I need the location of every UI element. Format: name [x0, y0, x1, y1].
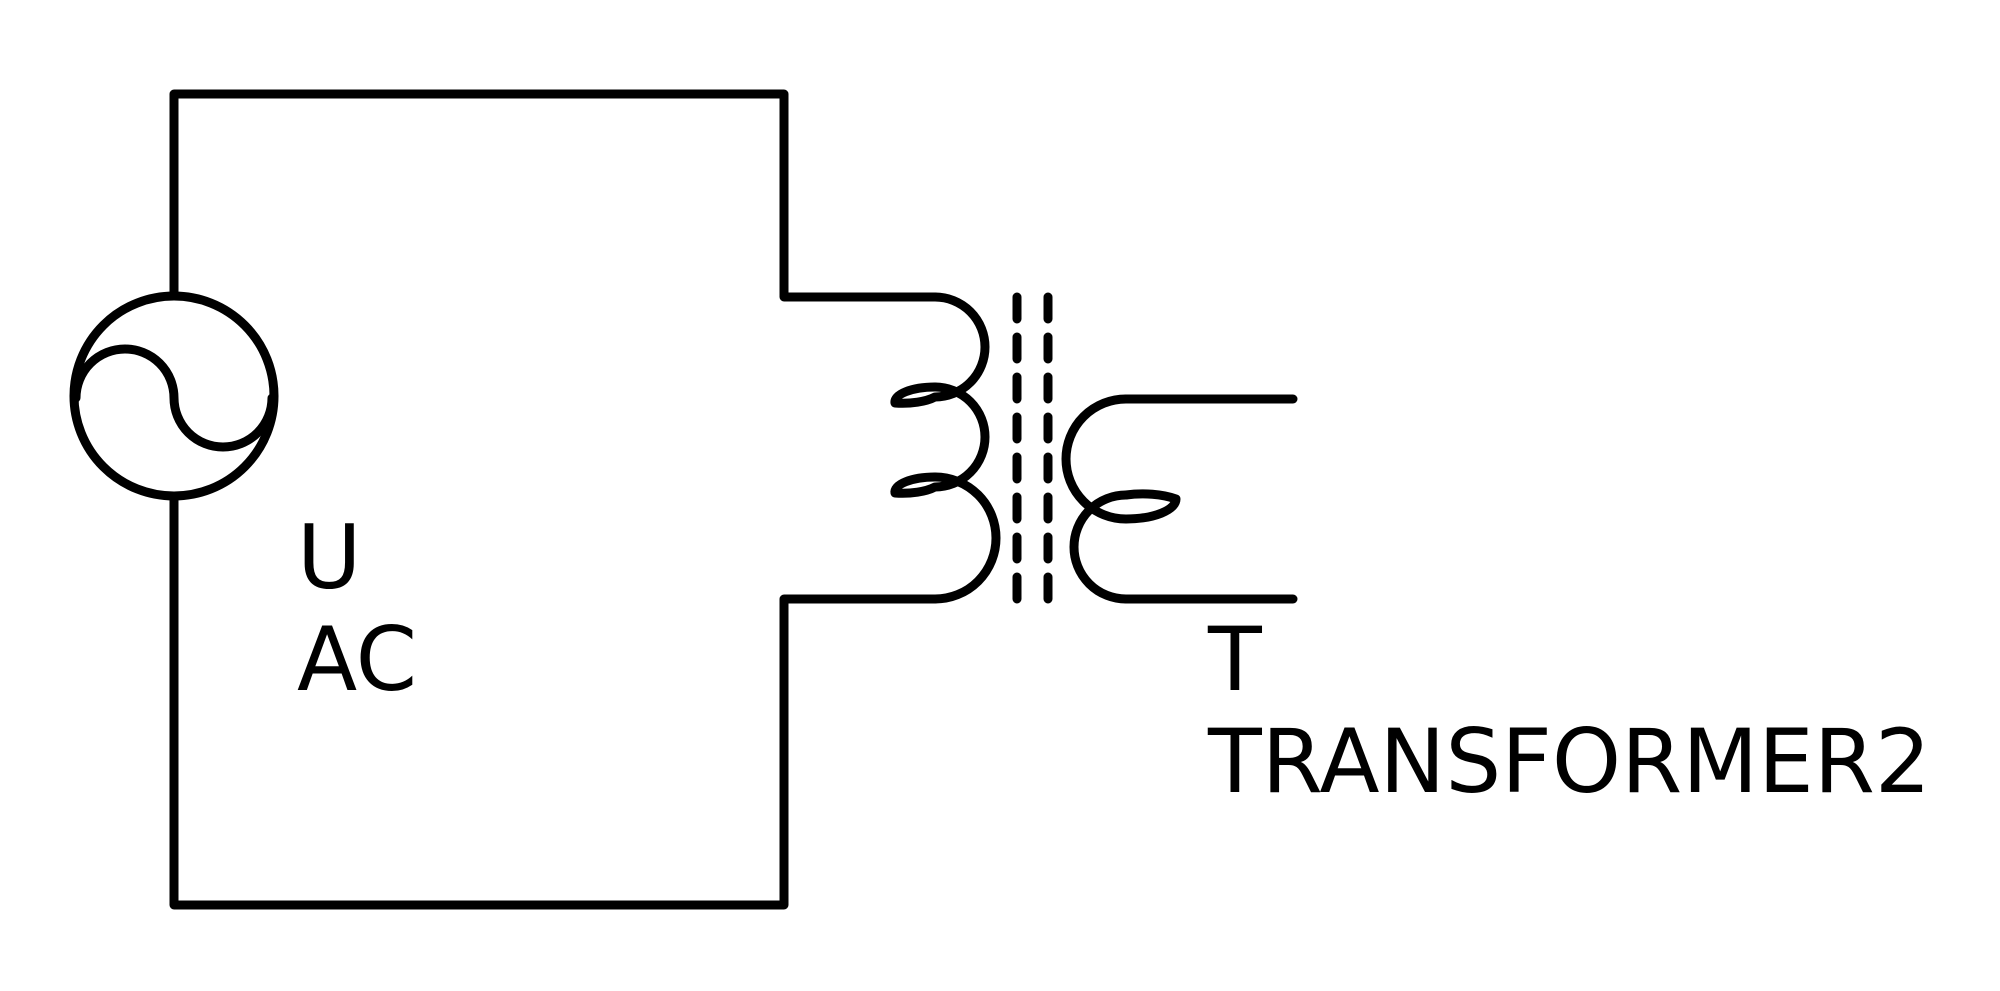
circuit-wires [169, 89, 940, 910]
source-designator-label: U [297, 506, 361, 609]
transformer-primary-coil [890, 292, 1001, 604]
primary-loop-2 [890, 382, 990, 498]
transformer-core [1012, 292, 1053, 606]
source-type-label: AC [297, 608, 417, 711]
primary-loop-1 [890, 292, 990, 408]
primary-loop-3 [930, 472, 1001, 604]
transformer-output-leads [1121, 394, 1298, 604]
secondary-loop-1 [1061, 394, 1181, 524]
transformer-secondary-coil [1061, 394, 1181, 604]
wire-bottom [169, 491, 940, 910]
transformer-type-label: TRANSFORMER2 [1207, 710, 1931, 813]
secondary-loop-2 [1069, 490, 1131, 604]
transformer-designator-label: T [1207, 608, 1263, 711]
wire-top [169, 89, 940, 302]
ac-source [69, 291, 279, 501]
sine-wave-icon [71, 344, 277, 452]
